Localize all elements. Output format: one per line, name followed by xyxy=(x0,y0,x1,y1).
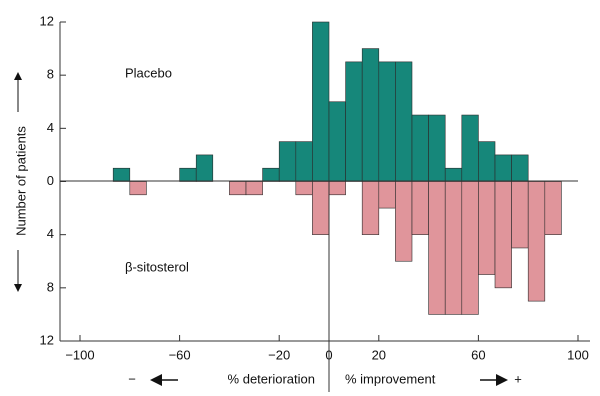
bars xyxy=(112,21,562,315)
bar xyxy=(328,181,346,196)
y-tick-label: 4 xyxy=(47,120,54,135)
sign: + xyxy=(514,371,522,386)
bar xyxy=(229,181,247,196)
x-tick-label: −60 xyxy=(169,347,191,362)
bar xyxy=(112,167,131,182)
bar xyxy=(361,181,380,235)
bar xyxy=(478,181,496,275)
bar xyxy=(428,114,446,182)
x-tick-label: 0 xyxy=(325,347,332,362)
bar xyxy=(544,181,562,235)
bar xyxy=(312,21,330,182)
bar xyxy=(461,114,479,182)
bar xyxy=(411,181,429,235)
bar xyxy=(428,181,446,315)
y-tick-label: 8 xyxy=(47,279,54,294)
x-axis-label: % improvement xyxy=(345,371,436,386)
bar xyxy=(312,181,330,235)
bar xyxy=(494,181,512,289)
bar xyxy=(278,141,297,182)
bar xyxy=(444,167,463,182)
bar xyxy=(378,61,396,182)
series-label: β-sitosterol xyxy=(125,259,189,274)
bar xyxy=(511,181,529,249)
bar xyxy=(511,154,529,182)
bar xyxy=(494,154,512,182)
y-axis-label: Number of patients xyxy=(13,126,28,236)
sign: − xyxy=(128,371,136,386)
bar xyxy=(444,181,463,315)
bar xyxy=(262,167,280,182)
x-axis-label: % deterioration xyxy=(228,371,315,386)
bar xyxy=(328,101,346,182)
x-tick-label: 20 xyxy=(372,347,386,362)
bar xyxy=(395,61,413,182)
x-tick-label: −100 xyxy=(65,347,94,362)
y-tick-label: 12 xyxy=(40,332,54,347)
y-tick-label: 4 xyxy=(47,226,54,241)
bar xyxy=(395,181,413,262)
bar xyxy=(195,154,214,182)
bar xyxy=(527,181,546,302)
bar xyxy=(245,181,263,196)
x-tick-label: 100 xyxy=(567,347,589,362)
bar xyxy=(179,167,197,182)
y-tick-label: 12 xyxy=(40,13,54,28)
series-label: Placebo xyxy=(125,65,172,80)
bar xyxy=(295,141,313,182)
y-tick-label: 0 xyxy=(47,173,54,188)
bar xyxy=(361,48,380,182)
x-tick-label: 60 xyxy=(471,347,485,362)
bar xyxy=(295,181,313,196)
y-tick-label: 8 xyxy=(47,67,54,82)
bar xyxy=(461,181,479,315)
x-tick-label: −20 xyxy=(268,347,290,362)
bar xyxy=(478,141,496,182)
bar xyxy=(378,181,396,209)
bar xyxy=(411,114,429,182)
bar xyxy=(129,181,147,196)
bar xyxy=(345,61,363,182)
